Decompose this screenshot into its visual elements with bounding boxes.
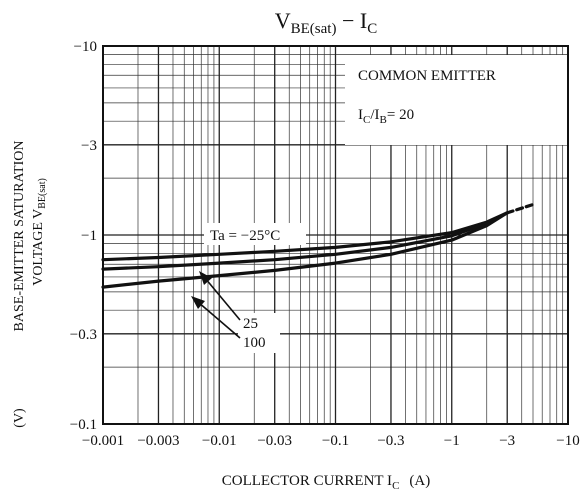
y-axis-label-line2: VOLTAGE VBE(sat) xyxy=(31,178,48,286)
x-tick-label: −3 xyxy=(499,433,515,449)
x-tick-label: −0.001 xyxy=(82,433,124,449)
y-axis-label-line1: BASE-EMITTER SATURATION xyxy=(12,141,27,332)
y-tick-label: −10 xyxy=(74,39,97,55)
plot-frame xyxy=(102,45,569,425)
y-axis-label-unit: (V) xyxy=(12,408,27,428)
series-line-25 xyxy=(101,211,509,271)
series-label-minus25: Ta = −25°C xyxy=(210,228,280,244)
x-tick-label: −1 xyxy=(444,433,460,449)
cond-ic: I xyxy=(358,107,363,123)
x-axis-label-unit: (A) xyxy=(409,473,430,489)
y-tick-labels: −10 −3 −1 −0.3 −0.1 xyxy=(70,39,97,433)
cond-ib: /I xyxy=(370,107,379,123)
cond-ib-sub: B xyxy=(380,114,387,126)
y-axis-unit: (V) xyxy=(12,408,27,428)
chart-title: VBE(sat) − IC xyxy=(275,8,377,37)
y-tick-label: −3 xyxy=(81,138,97,154)
arrow-100-head xyxy=(191,296,205,309)
x-tick-label: −0.01 xyxy=(202,433,237,449)
conditions-line2: IC/IB= 20 xyxy=(358,107,414,126)
y-tick-label: −0.1 xyxy=(70,417,97,433)
conditions-line1: COMMON EMITTER xyxy=(358,68,496,84)
x-tick-labels: −0.001 −0.003 −0.01 −0.03 −0.1 −0.3 −1 −3 −10 xyxy=(82,433,580,449)
x-tick-label: −0.1 xyxy=(322,433,349,449)
title-sep: − xyxy=(336,8,359,33)
y-tick-label: −0.3 xyxy=(70,327,97,343)
y-tick-label: −1 xyxy=(81,228,97,244)
y-axis-label-2: VOLTAGE VBE(sat) xyxy=(31,178,48,286)
cond-ic-sub: C xyxy=(363,114,370,126)
x-axis-label-sub: C xyxy=(392,480,399,492)
series-label-25: 25 xyxy=(243,316,258,332)
title-main: V xyxy=(275,8,291,33)
y-axis-label-line2-text: VOLTAGE V xyxy=(31,209,46,286)
label-25-background xyxy=(238,313,280,353)
series-extension-dashed xyxy=(505,202,535,215)
title-var: I xyxy=(360,8,367,33)
x-axis-label: COLLECTOR CURRENT IC (A) xyxy=(222,473,430,492)
y-axis-label-line2-sub: BE(sat) xyxy=(37,178,48,209)
series-line-100 xyxy=(101,211,509,289)
y-axis-label: BASE-EMITTER SATURATION xyxy=(12,141,27,332)
x-tick-label: −0.03 xyxy=(257,433,292,449)
x-tick-label: −0.3 xyxy=(377,433,404,449)
series-line-minus25 xyxy=(101,211,509,262)
ta-label-background xyxy=(204,223,306,245)
x-tick-label: −0.003 xyxy=(137,433,179,449)
conditions-box-background xyxy=(345,55,567,145)
title-main-sub: BE(sat) xyxy=(291,21,337,37)
x-axis-label-text: COLLECTOR CURRENT I xyxy=(222,473,392,489)
title-var-sub: C xyxy=(367,21,377,37)
series-label-100: 100 xyxy=(243,335,266,351)
arrow-25-line xyxy=(204,277,241,321)
arrow-100-line xyxy=(197,301,241,339)
x-tick-label: −10 xyxy=(556,433,579,449)
curves xyxy=(101,202,535,289)
cond-ratio: = 20 xyxy=(387,107,414,123)
